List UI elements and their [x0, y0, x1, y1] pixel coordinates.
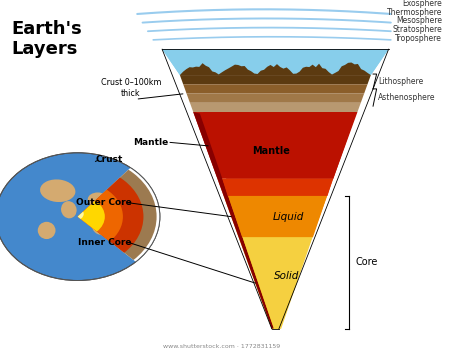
Polygon shape	[162, 49, 389, 75]
Text: Mantle: Mantle	[252, 146, 290, 156]
Polygon shape	[217, 179, 333, 196]
Polygon shape	[190, 103, 361, 112]
Polygon shape	[203, 112, 356, 179]
Text: Mesosphere: Mesosphere	[396, 16, 442, 25]
Polygon shape	[243, 237, 312, 329]
Wedge shape	[78, 165, 164, 264]
Ellipse shape	[91, 213, 109, 235]
Ellipse shape	[106, 198, 121, 208]
Text: Troposphere: Troposphere	[395, 34, 442, 43]
Polygon shape	[183, 84, 368, 94]
Circle shape	[32, 181, 123, 252]
Polygon shape	[228, 196, 327, 237]
Circle shape	[0, 153, 160, 281]
Text: Crust: Crust	[95, 155, 123, 164]
Text: www.shutterstock.com · 1772831159: www.shutterstock.com · 1772831159	[163, 344, 281, 349]
Polygon shape	[222, 179, 333, 196]
Text: Liquid: Liquid	[273, 212, 304, 222]
Text: Asthenosphere: Asthenosphere	[378, 93, 436, 102]
Text: Crust 0–100km
thick: Crust 0–100km thick	[101, 78, 161, 97]
Polygon shape	[224, 196, 327, 237]
Polygon shape	[180, 62, 371, 75]
Text: Earth's
Layers: Earth's Layers	[11, 20, 82, 58]
Ellipse shape	[88, 192, 108, 206]
Text: Core: Core	[356, 257, 378, 267]
Text: Exosphere: Exosphere	[402, 0, 442, 8]
Text: Solid: Solid	[274, 271, 299, 281]
Circle shape	[12, 166, 144, 268]
Polygon shape	[162, 49, 389, 75]
Polygon shape	[180, 75, 371, 84]
Ellipse shape	[61, 201, 76, 219]
Ellipse shape	[40, 179, 76, 202]
Text: Stratosphere: Stratosphere	[392, 25, 442, 34]
Polygon shape	[238, 237, 312, 329]
Text: Mantle: Mantle	[134, 138, 169, 147]
Polygon shape	[187, 94, 364, 103]
Text: Inner Core: Inner Core	[77, 238, 131, 247]
Ellipse shape	[38, 222, 55, 239]
Text: Lithosphere: Lithosphere	[378, 77, 423, 86]
Text: Outer Core: Outer Core	[76, 198, 132, 207]
Polygon shape	[193, 112, 274, 329]
Circle shape	[68, 208, 84, 220]
Circle shape	[0, 155, 157, 278]
Polygon shape	[193, 112, 357, 179]
Text: Thermosphere: Thermosphere	[387, 8, 442, 17]
Circle shape	[50, 196, 105, 238]
